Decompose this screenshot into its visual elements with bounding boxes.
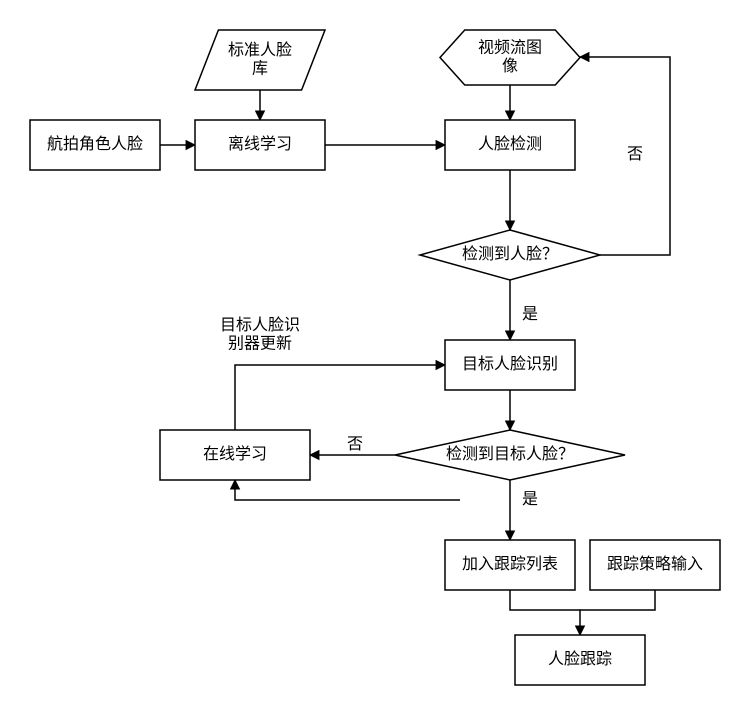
svg-text:是: 是 — [522, 491, 538, 508]
node-track: 人脸跟踪 — [515, 635, 645, 685]
svg-text:跟踪策略输入: 跟踪策略输入 — [607, 555, 703, 573]
node-online: 在线学习 — [160, 430, 310, 480]
svg-text:视频流图: 视频流图 — [478, 39, 542, 57]
label-yes2: 是 — [522, 491, 538, 508]
node-recognize: 目标人脸识别 — [445, 340, 575, 390]
node-target_q: 检测到目标人脸？ — [395, 430, 625, 480]
node-strategy: 跟踪策略输入 — [590, 540, 720, 590]
svg-text:检测到人脸？: 检测到人脸？ — [462, 245, 558, 263]
svg-text:像: 像 — [502, 57, 518, 75]
svg-text:目标人脸识别: 目标人脸识别 — [462, 355, 558, 373]
node-detected_q: 检测到人脸？ — [420, 230, 600, 280]
edge-e6 — [580, 57, 670, 255]
svg-text:检测到目标人脸？: 检测到目标人脸？ — [446, 445, 574, 463]
svg-text:目标人脸识: 目标人脸识 — [220, 316, 300, 334]
svg-text:人脸检测: 人脸检测 — [478, 135, 542, 153]
svg-text:标准人脸: 标准人脸 — [228, 41, 292, 59]
svg-text:否: 否 — [347, 436, 363, 453]
node-offline: 离线学习 — [195, 120, 325, 170]
svg-text:否: 否 — [627, 146, 643, 163]
edge-e12 — [235, 480, 460, 500]
svg-text:离线学习: 离线学习 — [228, 135, 292, 153]
node-face_db: 标准人脸库 — [195, 30, 325, 90]
label-no2: 否 — [347, 436, 363, 453]
edge-e10 — [235, 365, 445, 430]
label-no1: 否 — [627, 146, 643, 163]
node-video_stream: 视频流图像 — [440, 30, 580, 85]
label-update: 目标人脸识别器更新 — [220, 316, 300, 352]
svg-text:别器更新: 别器更新 — [228, 334, 292, 352]
node-detect: 人脸检测 — [445, 120, 575, 170]
svg-text:加入跟踪列表: 加入跟踪列表 — [462, 555, 558, 573]
svg-text:是: 是 — [522, 306, 538, 323]
svg-text:航拍角色人脸: 航拍角色人脸 — [47, 135, 143, 153]
svg-text:库: 库 — [252, 59, 268, 77]
label-yes1: 是 — [522, 306, 538, 323]
node-add_track: 加入跟踪列表 — [445, 540, 575, 590]
svg-text:在线学习: 在线学习 — [203, 445, 267, 463]
edge-e14 — [580, 590, 655, 610]
svg-text:人脸跟踪: 人脸跟踪 — [548, 650, 612, 668]
edge-e13 — [510, 590, 580, 635]
node-aerial_face: 航拍角色人脸 — [30, 120, 160, 170]
